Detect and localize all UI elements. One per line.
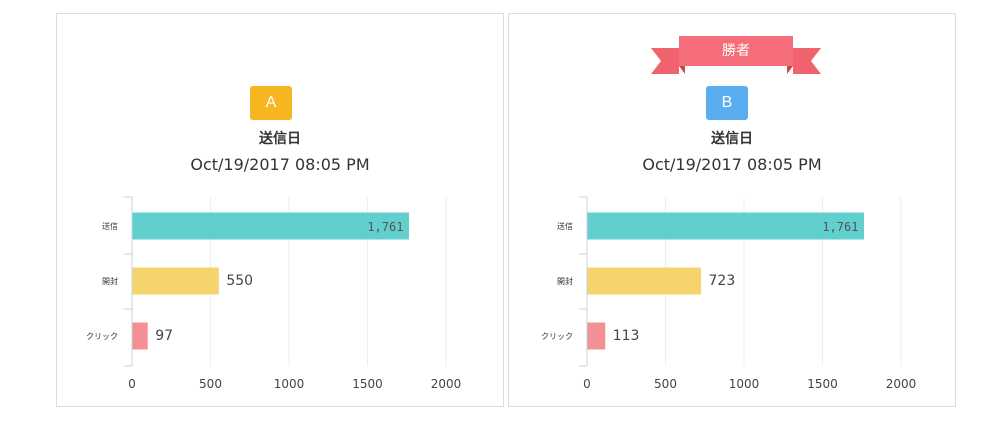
x-tick-label: 500	[654, 377, 677, 391]
ribbon-left-fold	[679, 66, 685, 74]
send-date-value: Oct/19/2017 08:05 PM	[190, 155, 370, 174]
variant-a-panel: A 送信日 Oct/19/2017 08:05 PM 0 500 1000 1500 2…	[56, 13, 504, 407]
bar-sent	[587, 212, 864, 240]
variant-b-badge: B	[706, 86, 748, 120]
category-label: クリック	[86, 332, 118, 341]
variant-b-panel: 勝者 B 送信日 Oct/19/2017 08:05 PM 0 500 1000 15…	[508, 13, 956, 407]
ribbon-right-fold	[787, 66, 793, 74]
ribbon-shape	[651, 36, 821, 74]
data-label: 550	[226, 273, 253, 289]
send-date-label: 送信日	[711, 131, 753, 147]
send-date-value: Oct/19/2017 08:05 PM	[642, 155, 822, 174]
bar-opened	[132, 267, 219, 295]
data-label: 113	[613, 328, 640, 344]
x-tick-label: 2000	[431, 377, 462, 391]
category-label: 開封	[557, 276, 573, 286]
data-label: 1,761	[822, 220, 858, 234]
ribbon-right-tail	[793, 48, 821, 74]
data-label: 723	[709, 273, 736, 289]
category-label: 送信	[102, 221, 118, 231]
bar-opened	[587, 267, 702, 295]
data-label: 1,761	[367, 220, 403, 234]
x-tick-label: 1500	[352, 377, 383, 391]
variant-a-badge: A	[250, 86, 292, 120]
x-tick-label: 0	[128, 377, 136, 391]
winner-ribbon: 勝者	[651, 36, 821, 76]
bar-clicked	[132, 322, 148, 350]
x-tick-label: 1000	[729, 377, 760, 391]
category-label: 送信	[557, 221, 573, 231]
x-tick-label: 2000	[886, 377, 917, 391]
bar-sent	[132, 212, 409, 240]
winner-label: 勝者	[722, 43, 750, 59]
bar-clicked	[587, 322, 606, 350]
variant-a-bar-chart: 0 500 1000 1500 2000 送信 1,761 開封 550 クリック 97	[86, 196, 462, 391]
ribbon-left-tail	[651, 48, 679, 74]
x-tick-label: 1000	[274, 377, 305, 391]
ribbon-band	[679, 36, 793, 66]
data-label: 97	[155, 328, 173, 344]
send-date-label: 送信日	[259, 131, 301, 147]
variant-b-bar-chart: 0 500 1000 1500 2000 送信 1,761 開封 723 クリック 113	[541, 196, 917, 391]
category-label: クリック	[541, 332, 573, 341]
x-tick-label: 1500	[807, 377, 838, 391]
category-label: 開封	[102, 276, 118, 286]
x-tick-label: 500	[199, 377, 222, 391]
x-tick-label: 0	[583, 377, 591, 391]
